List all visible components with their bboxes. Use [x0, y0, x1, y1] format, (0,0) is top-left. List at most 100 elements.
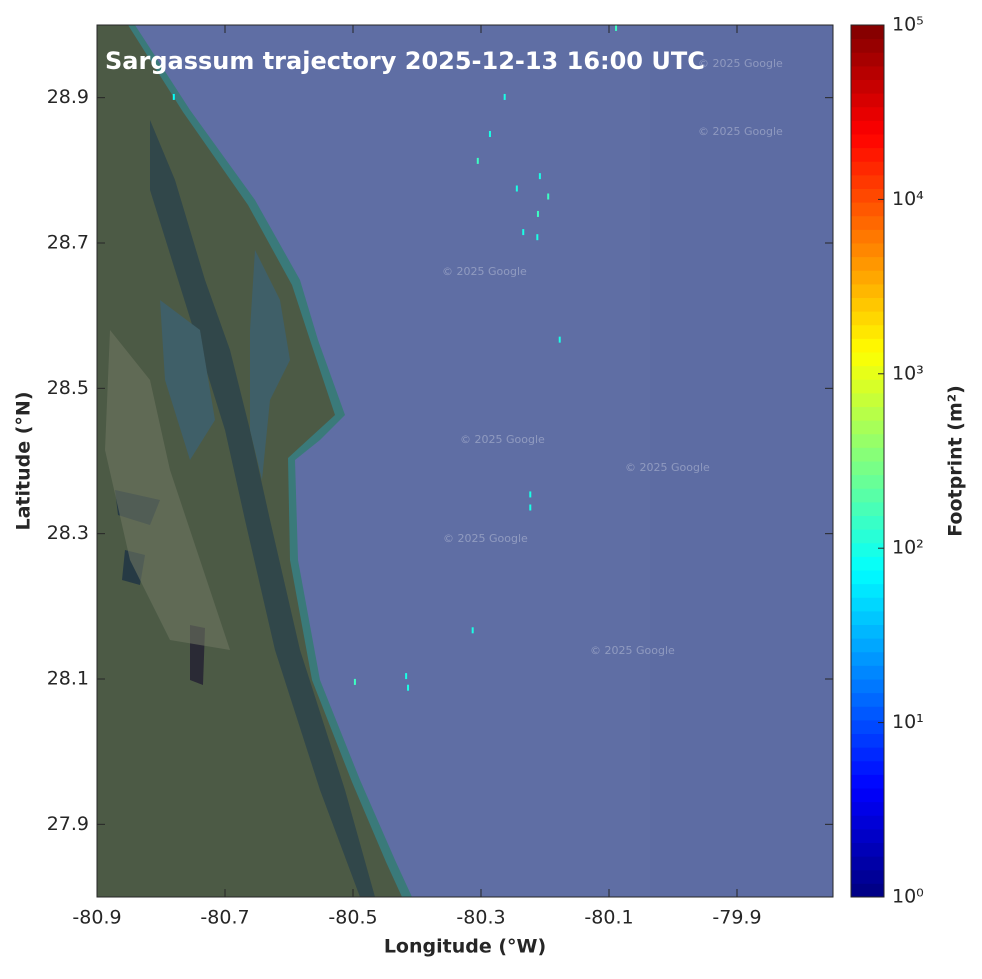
- colorbar-band: [851, 488, 884, 503]
- colorbar-band: [851, 679, 884, 694]
- axes-box: [96, 24, 834, 898]
- sargassum-patch: [405, 673, 408, 680]
- colorbar-band: [851, 828, 884, 843]
- y-tick-label: 28.5: [47, 377, 89, 399]
- x-axis-label: Longitude (°W): [384, 936, 546, 958]
- colorbar-band: [851, 338, 884, 353]
- colorbar-band: [851, 297, 884, 312]
- colorbar-band: [851, 52, 884, 67]
- colorbar-tick-label: 10²: [892, 537, 924, 559]
- colorbar-band: [851, 529, 884, 544]
- colorbar-band: [851, 597, 884, 612]
- colorbar-band: [851, 93, 884, 108]
- x-tick-label: -80.3: [456, 907, 505, 929]
- sargassum-patch: [536, 210, 539, 217]
- colorbar-band: [851, 365, 884, 380]
- sargassum-patch: [529, 504, 532, 511]
- colorbar-label: Footprint (m²): [945, 385, 967, 537]
- colorbar-band: [851, 352, 884, 367]
- colorbar-band: [851, 774, 884, 789]
- sargassum-patch: [547, 193, 550, 200]
- colorbar-tick-label: 10³: [892, 362, 924, 384]
- colorbar-band: [851, 501, 884, 516]
- colorbar-band: [851, 79, 884, 94]
- colorbar-band: [851, 420, 884, 435]
- colorbar-band: [851, 883, 884, 898]
- colorbar-band: [851, 583, 884, 598]
- sargassum-patch: [558, 336, 561, 343]
- y-tick-label: 28.1: [47, 668, 89, 690]
- colorbar-band: [851, 610, 884, 625]
- y-tick-label: 28.9: [47, 86, 89, 108]
- sargassum-patch: [172, 93, 175, 100]
- colorbar-band: [851, 733, 884, 748]
- colorbar-band: [851, 188, 884, 203]
- colorbar-band: [851, 474, 884, 489]
- colorbar-band: [851, 638, 884, 653]
- x-tick-label: -80.5: [328, 907, 377, 929]
- sargassum-patch: [471, 627, 474, 634]
- colorbar-band: [851, 856, 884, 871]
- colorbar-band: [851, 283, 884, 298]
- sargassum-patch: [476, 157, 479, 164]
- colorbar-band: [851, 570, 884, 585]
- basemap: © 2025 Google © 2025 Google © 2025 Google ©…: [97, 25, 833, 897]
- sargassum-patch: [522, 229, 525, 236]
- colorbar-band: [851, 256, 884, 271]
- colorbar-band: [851, 147, 884, 162]
- colorbar-band: [851, 542, 884, 557]
- colorbar-band: [851, 719, 884, 734]
- colorbar-band: [851, 869, 884, 884]
- y-tick-label: 28.3: [47, 522, 89, 544]
- colorbar-band: [851, 760, 884, 775]
- sargassum-patch: [503, 93, 506, 100]
- colorbar-band: [851, 801, 884, 816]
- colorbar-band: [851, 311, 884, 326]
- colorbar-band: [851, 788, 884, 803]
- sargassum-patch: [407, 684, 410, 691]
- sargassum-patch: [488, 131, 491, 137]
- colorbar-tick-label: 10⁵: [892, 14, 924, 36]
- colorbar-band: [851, 324, 884, 339]
- colorbar-band: [851, 747, 884, 762]
- colorbar-band: [851, 624, 884, 639]
- colorbar-band: [851, 379, 884, 394]
- colorbar-band: [851, 65, 884, 80]
- colorbar-box: [850, 24, 885, 898]
- colorbar-band: [851, 25, 884, 40]
- y-axis-label: Latitude (°N): [13, 391, 35, 530]
- colorbar-band: [851, 270, 884, 285]
- colorbar-band: [851, 556, 884, 571]
- x-tick-label: -80.1: [584, 907, 633, 929]
- colorbar-band: [851, 692, 884, 707]
- colorbar-tick-label: 10⁰: [892, 886, 924, 908]
- colorbar-band: [851, 174, 884, 189]
- colorbar-band: [851, 815, 884, 830]
- x-tick-label: -79.9: [712, 907, 761, 929]
- chart-title: Sargassum trajectory 2025-12-13 16:00 UT…: [105, 47, 705, 75]
- sargassum-patch: [529, 491, 532, 498]
- colorbar-band: [851, 651, 884, 666]
- colorbar-band: [851, 433, 884, 448]
- colorbar-band: [851, 38, 884, 53]
- attribution: © 2025 Google: [590, 644, 675, 657]
- attribution: © 2025 Google: [625, 461, 710, 474]
- x-tick-label: -80.9: [72, 907, 121, 929]
- colorbar-band: [851, 202, 884, 217]
- colorbar-band: [851, 842, 884, 857]
- x-tick-label: -80.7: [200, 907, 249, 929]
- sargassum-patch: [515, 185, 518, 192]
- attribution: © 2025 Google: [443, 532, 528, 545]
- sargassum-patch: [538, 173, 541, 180]
- colorbar-tick-label: 10¹: [892, 711, 924, 733]
- colorbar-band: [851, 447, 884, 462]
- colorbar-band: [851, 665, 884, 680]
- attribution: © 2025 Google: [442, 265, 527, 278]
- attribution: © 2025 Google: [460, 433, 545, 446]
- sargassum-patch: [536, 234, 539, 241]
- colorbar-band: [851, 215, 884, 230]
- y-tick-label: 28.7: [47, 232, 89, 254]
- colorbar-band: [851, 515, 884, 530]
- colorbar-band: [851, 461, 884, 476]
